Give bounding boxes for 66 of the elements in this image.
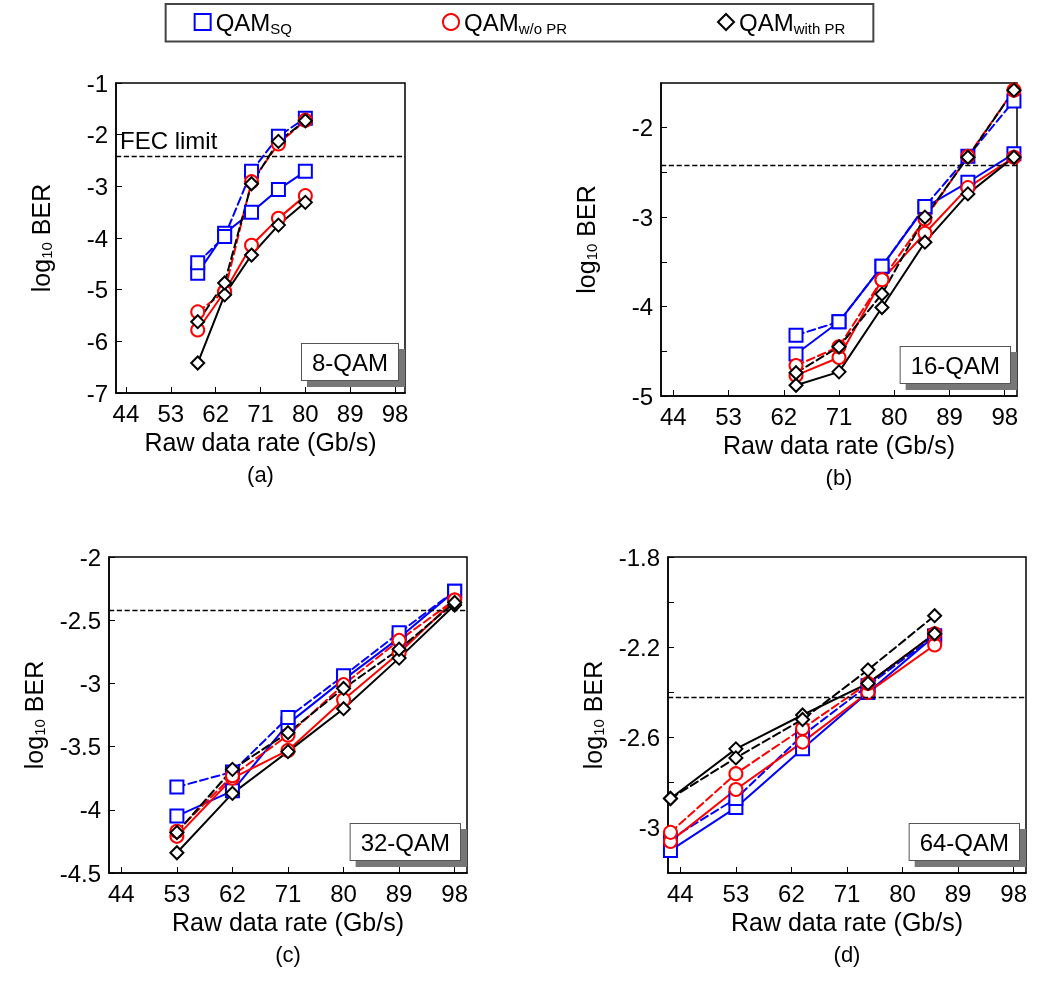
text: (a) (247, 461, 274, 487)
x-tick-label: 71 (274, 879, 302, 907)
text: (c) (275, 941, 301, 967)
x-tick-label: 89 (336, 399, 364, 427)
y-tick-label: -2.6 (618, 724, 660, 752)
x-tick-label: 44 (659, 402, 687, 430)
x-axis-title: Raw data rate (Gb/s) (730, 908, 964, 937)
x-tick-label: 44 (107, 879, 135, 907)
y-tick-label: -2.2 (618, 633, 660, 661)
ref-line-label: FEC limit (120, 126, 218, 154)
annotation: 16-QAM (910, 351, 1000, 379)
x-axis-title: Raw data rate (Gb/s) (171, 908, 405, 937)
x-tick-label: 53 (715, 402, 742, 430)
x-tick-label: 98 (991, 402, 1019, 430)
y-axis-title: log10 BER (578, 660, 607, 770)
x-tick-label: 62 (219, 879, 246, 907)
y-axis-title: log10 BER (26, 183, 55, 293)
x-tick-label: 80 (880, 402, 908, 430)
x-tick-label: 98 (441, 879, 469, 907)
x-axis-title: Raw data rate (Gb/s) (144, 428, 377, 457)
x-tick-label: 80 (291, 399, 319, 427)
y-tick-label: -2 (79, 543, 101, 571)
x-axis-title: Raw data rate (Gb/s) (722, 431, 956, 460)
annotation: 64-QAM (919, 828, 1009, 856)
x-tick-label: 98 (381, 399, 409, 427)
y-tick-label: -1 (86, 69, 108, 97)
x-tick-label: 62 (770, 402, 798, 430)
y-tick-label: -5 (631, 382, 653, 410)
y-tick-label: -2.5 (59, 606, 101, 634)
x-tick-label: 53 (157, 399, 185, 427)
y-tick-label: -2 (631, 114, 653, 142)
annotation: 8-QAM (311, 348, 389, 376)
y-axis-title: log10 BER (19, 660, 48, 770)
x-tick-label: 80 (889, 879, 916, 907)
x-tick-label: 62 (778, 879, 805, 907)
x-tick-label: 71 (825, 402, 853, 430)
x-tick-label: 71 (833, 879, 861, 907)
annotation: 32-QAM (360, 828, 450, 856)
y-tick-label: -4 (631, 293, 653, 321)
text: (b) (825, 464, 853, 490)
y-tick-label: -3 (638, 814, 660, 842)
y-tick-label: -4.5 (59, 859, 101, 887)
y-axis-title: log10 BER (571, 185, 600, 294)
y-tick-label: -3 (86, 172, 108, 200)
y-tick-label: -4 (86, 224, 108, 252)
y-tick-label: -6 (86, 327, 108, 355)
y-tick-label: -5 (86, 276, 108, 304)
x-tick-label: 71 (247, 399, 274, 427)
y-tick-label: -3.5 (59, 733, 101, 761)
text: (d) (833, 941, 861, 967)
x-tick-label: 98 (1000, 879, 1028, 907)
x-tick-label: 53 (722, 879, 750, 907)
x-tick-label: 62 (202, 399, 230, 427)
y-tick-label: -7 (86, 379, 108, 407)
y-tick-label: -1.8 (618, 543, 660, 571)
x-tick-label: 89 (936, 402, 963, 430)
y-tick-label: -3 (631, 203, 653, 231)
x-tick-label: 44 (666, 879, 694, 907)
y-tick-label: -2 (86, 121, 108, 149)
y-tick-label: -4 (79, 796, 101, 824)
x-tick-label: 89 (944, 879, 972, 907)
x-tick-label: 80 (330, 879, 357, 907)
x-tick-label: 44 (112, 399, 140, 427)
y-tick-label: -3 (79, 669, 101, 697)
x-tick-label: 53 (163, 879, 191, 907)
x-tick-label: 89 (385, 879, 413, 907)
